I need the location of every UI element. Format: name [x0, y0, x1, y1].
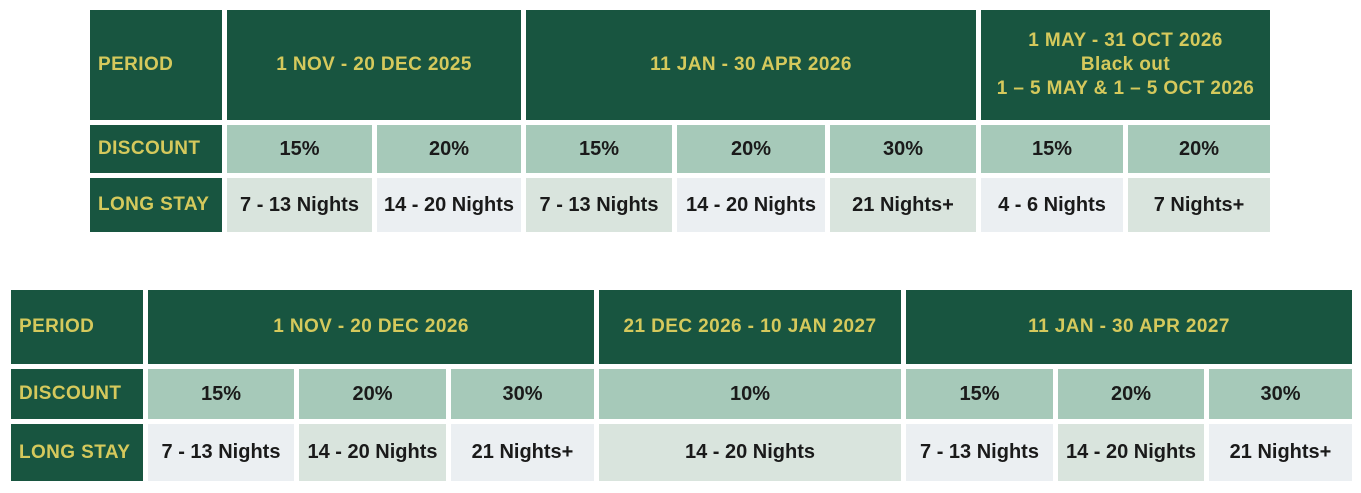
long-stay-cell: 21 Nights+	[1209, 424, 1352, 481]
row-label-long-stay: LONG STAY	[11, 424, 143, 481]
discount-cell: 20%	[677, 125, 825, 173]
discount-cell: 20%	[1058, 369, 1204, 419]
discount-cell: 20%	[377, 125, 521, 173]
period-group-cell: 1 NOV - 20 DEC 2025	[227, 10, 521, 120]
discount-cell: 20%	[299, 369, 446, 419]
period-group-cell: 11 JAN - 30 APR 2027	[906, 290, 1352, 364]
long-stay-cell: 14 - 20 Nights	[599, 424, 901, 481]
long-stay-cell: 14 - 20 Nights	[677, 178, 825, 232]
long-stay-cell: 14 - 20 Nights	[299, 424, 446, 481]
discount-cell: 30%	[451, 369, 594, 419]
long-stay-cell: 21 Nights+	[451, 424, 594, 481]
long-stay-cell: 7 - 13 Nights	[227, 178, 372, 232]
discount-cell: 10%	[599, 369, 901, 419]
long-stay-cell: 7 - 13 Nights	[526, 178, 672, 232]
long-stay-cell: 4 - 6 Nights	[981, 178, 1123, 232]
period-group-cell: 1 NOV - 20 DEC 2026	[148, 290, 594, 364]
discount-cell: 30%	[1209, 369, 1352, 419]
long-stay-cell: 7 - 13 Nights	[906, 424, 1053, 481]
long-stay-cell: 14 - 20 Nights	[377, 178, 521, 232]
row-label-discount: DISCOUNT	[90, 125, 222, 173]
row-label-long-stay: LONG STAY	[90, 178, 222, 232]
period-group-cell: 11 JAN - 30 APR 2026	[526, 10, 976, 120]
long-stay-cell: 7 - 13 Nights	[148, 424, 294, 481]
long-stay-discount-table-2026-2027: PERIOD 1 NOV - 20 DEC 2026 21 DEC 2026 -…	[11, 290, 1352, 481]
discount-cell: 15%	[148, 369, 294, 419]
discount-cell: 15%	[981, 125, 1123, 173]
discount-cell: 15%	[526, 125, 672, 173]
discount-cell: 15%	[906, 369, 1053, 419]
discount-cell: 30%	[830, 125, 976, 173]
long-stay-cell: 14 - 20 Nights	[1058, 424, 1204, 481]
discount-cell: 20%	[1128, 125, 1270, 173]
long-stay-cell: 7 Nights+	[1128, 178, 1270, 232]
long-stay-cell: 21 Nights+	[830, 178, 976, 232]
row-label-period: PERIOD	[90, 10, 222, 120]
row-label-period: PERIOD	[11, 290, 143, 364]
period-group-cell-blackout: 1 MAY - 31 OCT 2026 Black out 1 – 5 MAY …	[981, 10, 1270, 120]
row-label-discount: DISCOUNT	[11, 369, 143, 419]
period-group-cell: 21 DEC 2026 - 10 JAN 2027	[599, 290, 901, 364]
long-stay-discount-table-2025-2026: PERIOD 1 NOV - 20 DEC 2025 11 JAN - 30 A…	[90, 10, 1270, 232]
discount-cell: 15%	[227, 125, 372, 173]
